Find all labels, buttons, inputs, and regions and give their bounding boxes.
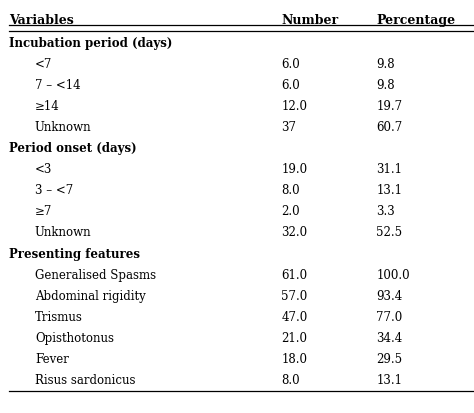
Text: 52.5: 52.5 [376, 226, 402, 239]
Text: 37: 37 [281, 121, 296, 134]
Text: 18.0: 18.0 [281, 352, 307, 365]
Text: Variables: Variables [9, 14, 74, 27]
Text: 6.0: 6.0 [281, 57, 300, 71]
Text: 6.0: 6.0 [281, 78, 300, 92]
Text: 9.8: 9.8 [376, 57, 395, 71]
Text: 13.1: 13.1 [376, 373, 402, 386]
Text: Presenting features: Presenting features [9, 247, 140, 260]
Text: 60.7: 60.7 [376, 121, 402, 134]
Text: Period onset (days): Period onset (days) [9, 142, 137, 155]
Text: Risus sardonicus: Risus sardonicus [35, 373, 136, 386]
Text: 7 – <14: 7 – <14 [35, 78, 81, 92]
Text: Generalised Spasms: Generalised Spasms [35, 268, 156, 281]
Text: 19.0: 19.0 [281, 163, 307, 176]
Text: 3.3: 3.3 [376, 205, 395, 218]
Text: Opisthotonus: Opisthotonus [35, 331, 114, 344]
Text: 47.0: 47.0 [281, 310, 307, 323]
Text: Unknown: Unknown [35, 121, 91, 134]
Text: <7: <7 [35, 57, 52, 71]
Text: 21.0: 21.0 [281, 331, 307, 344]
Text: 2.0: 2.0 [281, 205, 300, 218]
Text: Fever: Fever [35, 352, 69, 365]
Text: 32.0: 32.0 [281, 226, 307, 239]
Text: Percentage: Percentage [376, 14, 456, 27]
Text: Incubation period (days): Incubation period (days) [9, 36, 173, 50]
Text: ≥14: ≥14 [35, 100, 60, 113]
Text: 93.4: 93.4 [376, 289, 402, 302]
Text: 100.0: 100.0 [376, 268, 410, 281]
Text: 13.1: 13.1 [376, 184, 402, 197]
Text: Trismus: Trismus [35, 310, 83, 323]
Text: Abdominal rigidity: Abdominal rigidity [35, 289, 146, 302]
Text: 57.0: 57.0 [281, 289, 307, 302]
Text: 19.7: 19.7 [376, 100, 402, 113]
Text: <3: <3 [35, 163, 52, 176]
Text: 3 – <7: 3 – <7 [35, 184, 73, 197]
Text: ≥7: ≥7 [35, 205, 52, 218]
Text: 8.0: 8.0 [281, 373, 300, 386]
Text: 12.0: 12.0 [281, 100, 307, 113]
Text: Number: Number [281, 14, 338, 27]
Text: 8.0: 8.0 [281, 184, 300, 197]
Text: 34.4: 34.4 [376, 331, 402, 344]
Text: 61.0: 61.0 [281, 268, 307, 281]
Text: 77.0: 77.0 [376, 310, 402, 323]
Text: 31.1: 31.1 [376, 163, 402, 176]
Text: 29.5: 29.5 [376, 352, 402, 365]
Text: 9.8: 9.8 [376, 78, 395, 92]
Text: Unknown: Unknown [35, 226, 91, 239]
